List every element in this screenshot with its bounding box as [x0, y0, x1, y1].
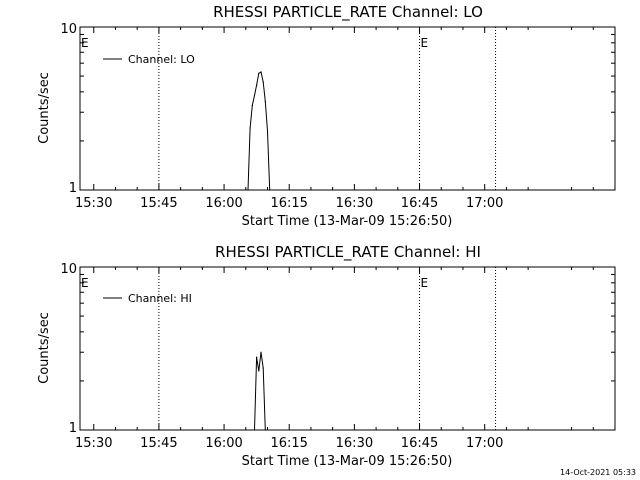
legend-entry: Channel: HI	[128, 292, 192, 305]
axis-ticks: 15:30 15:45 16:00 16:15 16:30 16:45 17:00	[75, 266, 615, 451]
data-point	[266, 130, 269, 132]
x-tick-label: 16:30	[336, 196, 373, 211]
x-tick-label: 16:45	[401, 196, 438, 211]
legend-entry: Channel: LO	[128, 53, 195, 66]
event-marker-label: E	[421, 36, 429, 50]
event-marker-label: E	[81, 36, 89, 50]
x-tick-label: 16:15	[270, 436, 307, 451]
footer-timestamp: 14-Oct-2021 05:33	[560, 468, 636, 477]
x-tick-label: 16:00	[205, 196, 242, 211]
x-tick-label: 15:45	[140, 196, 177, 211]
data-point	[253, 94, 256, 97]
data-point	[256, 84, 258, 86]
axis-ticks: 15:30 15:45 16:00 16:15 16:30 16:45 17:00	[75, 26, 615, 211]
x-tick-label: 17:00	[466, 196, 503, 211]
chart-title: RHESSI PARTICLE_RATE Channel: HI	[215, 243, 481, 262]
data-point	[269, 189, 271, 191]
x-tick-label: 17:00	[466, 436, 503, 451]
event-marker-label: E	[421, 276, 429, 290]
data-point	[258, 72, 260, 74]
x-tick-label: 16:00	[205, 436, 242, 451]
chart-title: RHESSI PARTICLE_RATE Channel: LO	[213, 3, 483, 22]
y-tick-label-1: 1	[69, 421, 77, 436]
data-point	[249, 127, 251, 129]
data-point	[247, 189, 249, 191]
data-point	[260, 351, 262, 353]
chart-panel-hi: RHESSI PARTICLE_RATE Channel: HI Counts/…	[37, 243, 616, 469]
data-point	[258, 370, 260, 372]
y-tick-label-1: 1	[69, 181, 77, 196]
series-line	[254, 352, 266, 431]
y-axis-label: Counts/sec	[37, 312, 52, 384]
data-point	[262, 367, 264, 369]
data-point	[251, 104, 253, 107]
data-point	[264, 429, 266, 431]
x-axis-label: Start Time (13-Mar-09 15:26:50)	[242, 214, 453, 229]
series-group	[247, 71, 271, 191]
x-tick-label: 16:15	[270, 196, 307, 211]
data-point	[262, 81, 264, 83]
x-axis-label: Start Time (13-Mar-09 15:26:50)	[242, 454, 453, 469]
event-marker-label: E	[81, 276, 89, 290]
y-tick-label-10: 10	[60, 262, 77, 277]
x-tick-label: 16:30	[336, 436, 373, 451]
series-group	[253, 351, 266, 431]
data-point	[253, 429, 256, 431]
chart-panel-lo: RHESSI PARTICLE_RATE Channel: LO Counts/…	[37, 3, 616, 229]
x-tick-label: 15:30	[75, 196, 112, 211]
x-tick-label: 15:45	[140, 436, 177, 451]
series-line	[247, 71, 271, 191]
data-point	[260, 71, 262, 73]
plot-frame	[79, 26, 616, 191]
data-point	[256, 356, 258, 358]
x-tick-label: 15:30	[75, 436, 112, 451]
data-point	[264, 100, 266, 102]
y-axis-label: Counts/sec	[37, 72, 52, 144]
plot-frame	[79, 266, 616, 431]
x-tick-label: 16:45	[401, 436, 438, 451]
y-tick-label-10: 10	[60, 22, 77, 37]
